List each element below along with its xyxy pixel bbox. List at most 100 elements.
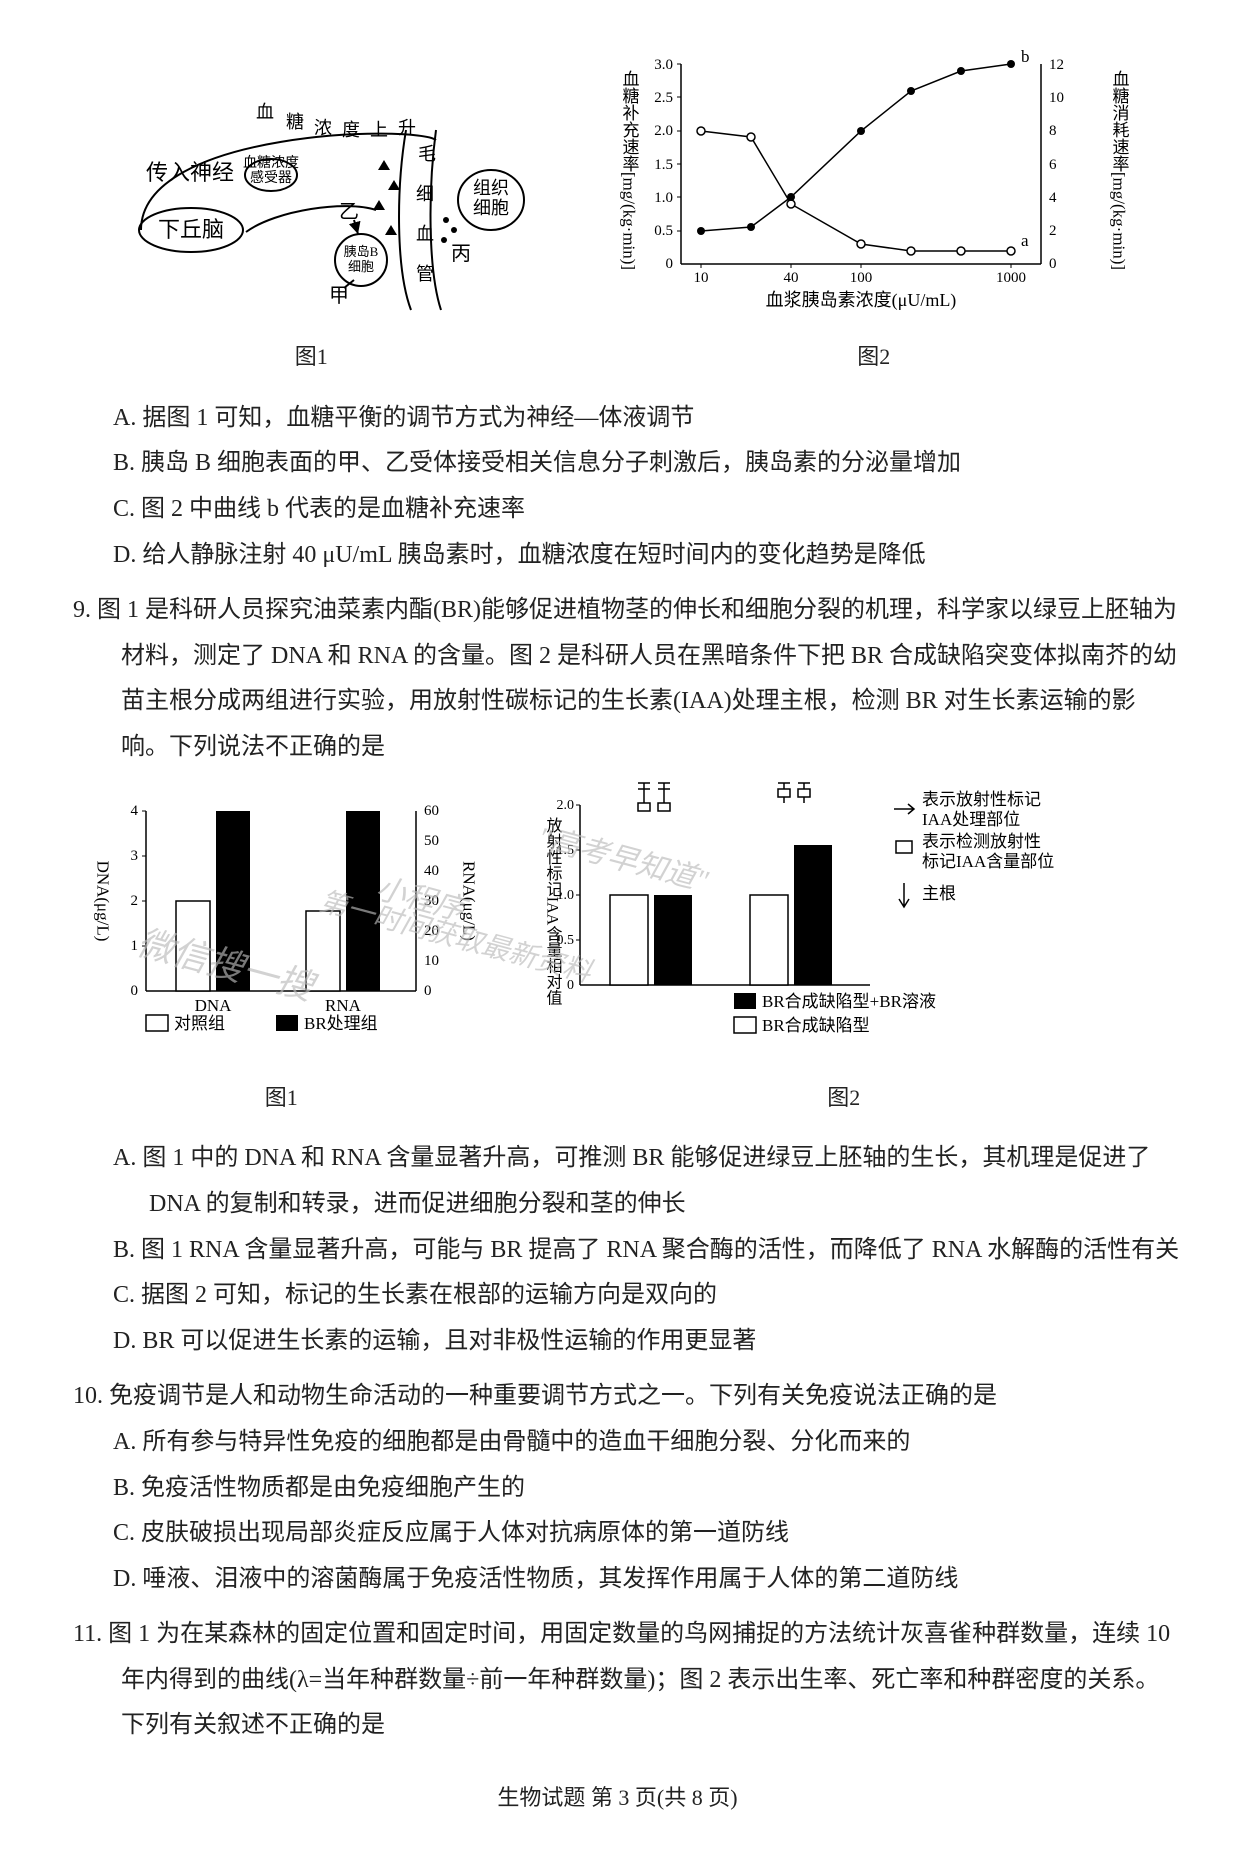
q10-stem: 10. 免疫调节是人和动物生命活动的一种重要调节方式之一。下列有关免疫说法正确的… (55, 1374, 1180, 1420)
q9-opt-b: B. 图 1 RNA 含量显著升高，可能与 BR 提高了 RNA 聚合酶的活性，… (113, 1228, 1180, 1274)
svg-text:DNA: DNA (195, 996, 233, 1015)
svg-text:40: 40 (424, 863, 439, 879)
label-isletb2: 细胞 (348, 259, 374, 274)
svg-text:0: 0 (567, 978, 574, 993)
svg-text:10: 10 (693, 270, 708, 286)
q10-opt-b: B. 免疫活性物质都是由免疫细胞产生的 (113, 1466, 1180, 1512)
q8-fig2-box: 0 0.5 1.0 1.5 2.0 2.5 3.0 0 (609, 50, 1139, 378)
q8-diagram1: 下丘脑 传入神经 血糖浓度 感受器 胰岛B 细胞 乙 甲 (96, 70, 526, 330)
svg-text:1.0: 1.0 (556, 888, 574, 903)
svg-text:4: 4 (131, 803, 139, 819)
svg-text:IAA处理部位: IAA处理部位 (922, 810, 1020, 829)
q9-figure-row: 0 1 2 3 4 0 10 20 30 40 50 (55, 781, 1180, 1119)
label-t1: 血 (256, 102, 274, 122)
ylabel-left: 血糖补充速率[mg/(kg·min)] (619, 70, 639, 270)
svg-text:2: 2 (1049, 223, 1057, 239)
leg2-def: BR合成缺陷型 (762, 1016, 870, 1035)
svg-text:100: 100 (850, 270, 873, 286)
q9-fig1-box: 0 1 2 3 4 0 10 20 30 40 50 (81, 791, 481, 1119)
q9-stem-text: 9. 图 1 是科研人员探究油菜素内酯(BR)能够促进植物茎的伸长和细胞分裂的机… (73, 588, 1180, 770)
svg-text:20: 20 (424, 923, 439, 939)
svg-text:2.0: 2.0 (654, 123, 673, 139)
q8-chart2: 0 0.5 1.0 1.5 2.0 2.5 3.0 0 (609, 50, 1139, 330)
q8-opt-b: B. 胰岛 B 细胞表面的甲、乙受体接受相关信息分子刺激后，胰岛素的分泌量增加 (113, 441, 1180, 487)
label-receptor2: 感受器 (250, 169, 292, 186)
svg-text:2.5: 2.5 (654, 90, 673, 106)
label-bing: 丙 (451, 243, 471, 265)
page-footer: 生物试题 第 3 页(共 8 页) (55, 1777, 1180, 1819)
q9-stem: 9. 图 1 是科研人员探究油菜素内酯(BR)能够促进植物茎的伸长和细胞分裂的机… (55, 588, 1180, 770)
y1-left: DNA(μg/L) (94, 860, 113, 941)
svg-text:12: 12 (1049, 57, 1064, 73)
svg-text:10: 10 (424, 953, 439, 969)
svg-text:1.0: 1.0 (654, 190, 673, 206)
y1-right: RNA(μg/L) (460, 861, 479, 941)
q10-opt-c: C. 皮肤破损出现局部炎症反应属于人体对抗病原体的第一道防线 (113, 1511, 1180, 1557)
q8-opt-c: C. 图 2 中曲线 b 代表的是血糖补充速率 (113, 487, 1180, 533)
q9-fig1-label: 图1 (265, 1077, 298, 1119)
svg-text:1.5: 1.5 (556, 843, 574, 858)
label-xue: 血 (416, 224, 434, 244)
svg-text:6: 6 (1049, 157, 1057, 173)
svg-text:0: 0 (424, 983, 432, 999)
svg-text:RNA: RNA (325, 996, 362, 1015)
label-tissue2: 细胞 (473, 198, 509, 218)
leg2-br: BR合成缺陷型+BR溶液 (762, 992, 936, 1011)
xlabel: 血浆胰岛素浓度(μU/mL) (765, 290, 956, 311)
q9-bar2: 放射性标记IAA含量相对值 0 0.5 1.0 1.5 2.0 (534, 781, 1154, 1071)
svg-text:30: 30 (424, 893, 439, 909)
label-tissue1: 组织 (473, 178, 509, 198)
label-guan: 管 (416, 264, 434, 284)
svg-text:3: 3 (131, 848, 139, 864)
svg-text:40: 40 (783, 270, 798, 286)
svg-text:10: 10 (1049, 90, 1064, 106)
ann-box: 表示检测放射性 (922, 832, 1041, 851)
svg-text:60: 60 (424, 803, 439, 819)
svg-text:2: 2 (131, 893, 139, 909)
ann-root: 主根 (922, 884, 956, 903)
label-xi: 细 (416, 184, 434, 204)
legend-ctrl: 对照组 (174, 1014, 225, 1033)
q10-stem-text: 10. 免疫调节是人和动物生命活动的一种重要调节方式之一。下列有关免疫说法正确的… (73, 1374, 1180, 1420)
label-t2: 糖 (286, 112, 304, 132)
q8-figure-row: 下丘脑 传入神经 血糖浓度 感受器 胰岛B 细胞 乙 甲 (55, 50, 1180, 378)
label-t4: 度 (342, 120, 360, 140)
svg-text:8: 8 (1049, 123, 1057, 139)
label-mao: 毛 (418, 144, 436, 164)
q9-opt-c: C. 据图 2 可知，标记的生长素在根部的运输方向是双向的 (113, 1273, 1180, 1319)
q9-options: A. 图 1 中的 DNA 和 RNA 含量显著升高，可推测 BR 能够促进绿豆… (113, 1136, 1180, 1364)
q8-options: A. 据图 1 可知，血糖平衡的调节方式为神经—体液调节 B. 胰岛 B 细胞表… (113, 396, 1180, 578)
svg-text:0.5: 0.5 (654, 223, 673, 239)
svg-text:50: 50 (424, 833, 439, 849)
label-isletb: 胰岛B (344, 244, 379, 259)
q9-fig2-box: 放射性标记IAA含量相对值 0 0.5 1.0 1.5 2.0 (534, 781, 1154, 1119)
svg-text:1: 1 (131, 938, 139, 954)
series-a-label: a (1021, 231, 1029, 250)
ann-arrow: 表示放射性标记 (922, 790, 1041, 809)
q9-opt-a: A. 图 1 中的 DNA 和 RNA 含量显著升高，可推测 BR 能够促进绿豆… (113, 1136, 1180, 1227)
q9-fig2-label: 图2 (827, 1077, 860, 1119)
q11-stem-text: 11. 图 1 为在某森林的固定位置和固定时间，用固定数量的鸟网捕捉的方法统计灰… (73, 1612, 1180, 1749)
label-t5: 上 (370, 120, 388, 140)
q8-fig1-box: 下丘脑 传入神经 血糖浓度 感受器 胰岛B 细胞 乙 甲 (96, 70, 526, 378)
label-t3: 浓 (314, 118, 332, 138)
q10-options: A. 所有参与特异性免疫的细胞都是由骨髓中的造血干细胞分裂、分化而来的 B. 免… (113, 1420, 1180, 1602)
q10-opt-d: D. 唾液、泪液中的溶菌酶属于免疫活性物质，其发挥作用属于人体的第二道防线 (113, 1557, 1180, 1603)
label-jia: 甲 (329, 285, 349, 307)
svg-text:4: 4 (1049, 190, 1057, 206)
q8-opt-a: A. 据图 1 可知，血糖平衡的调节方式为神经—体液调节 (113, 396, 1180, 442)
q11-stem: 11. 图 1 为在某森林的固定位置和固定时间，用固定数量的鸟网捕捉的方法统计灰… (55, 1612, 1180, 1749)
q9-opt-d: D. BR 可以促进生长素的运输，且对非极性运输的作用更显著 (113, 1319, 1180, 1365)
label-hypothalamus: 下丘脑 (158, 217, 224, 242)
svg-text:1000: 1000 (996, 270, 1026, 286)
label-t6: 升 (398, 118, 416, 138)
svg-text:3.0: 3.0 (654, 57, 673, 73)
series-b-label: b (1021, 50, 1030, 66)
svg-text:0: 0 (665, 256, 673, 272)
label-receptor: 血糖浓度 (243, 155, 299, 171)
ylabel-right: 血糖消耗速率[mg/(kg·min)] (1109, 70, 1129, 270)
label-afferent: 传入神经 (146, 160, 234, 185)
svg-text:标记IAA含量部位: 标记IAA含量部位 (922, 852, 1054, 871)
svg-text:1.5: 1.5 (654, 157, 673, 173)
q8-fig2-label: 图2 (857, 336, 890, 378)
